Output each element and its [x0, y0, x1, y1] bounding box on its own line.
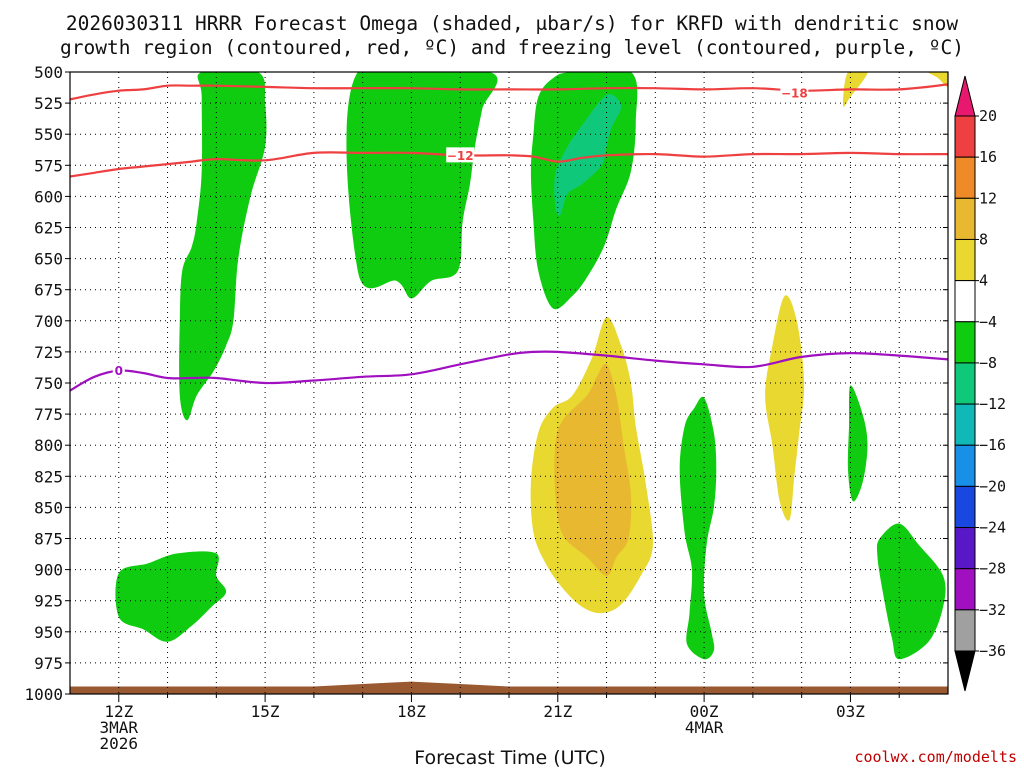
- y-tick-label: 900: [34, 561, 63, 580]
- credit-text: coolwx.com/modelts: [854, 748, 1017, 766]
- colorbar-tick-label: −28: [979, 560, 1006, 578]
- x-tick-label: 18Z: [397, 702, 426, 721]
- omega-green-region: [679, 396, 717, 660]
- x-tick-label: 21Z: [543, 702, 572, 721]
- colorbar-tick-label: −16: [979, 436, 1006, 454]
- contour-label: −12: [447, 149, 474, 163]
- y-tick-label: 525: [34, 94, 63, 113]
- omega-yellow-region: [765, 295, 805, 521]
- colorbar-segment: [954, 527, 976, 570]
- y-tick-label: 700: [34, 312, 63, 331]
- colorbar-tick-label: −32: [979, 601, 1006, 619]
- x-tick-label: 12Z: [104, 702, 133, 721]
- colorbar-segment: [954, 403, 976, 446]
- y-tick-label: 575: [34, 156, 63, 175]
- chart-title-line1: 2026030311 HRRR Forecast Omega (shaded, …: [66, 12, 958, 35]
- x-tick-label: 15Z: [251, 702, 280, 721]
- colorbar-segment: [954, 238, 976, 282]
- x-tick-label: 00Z: [690, 702, 719, 721]
- colorbar-segment: [954, 485, 976, 529]
- colorbar-tick-label: 16: [979, 148, 997, 166]
- omega-green-region: [115, 551, 227, 642]
- freezing-level-contour-0: [70, 350, 948, 392]
- x-tick-label: 3MAR: [100, 718, 139, 737]
- y-tick-label: 775: [34, 405, 63, 424]
- y-tick-label: 950: [34, 623, 63, 642]
- colorbar-tick-label: −20: [979, 477, 1006, 495]
- colorbar-top-triangle: [954, 75, 976, 117]
- x-axis-title: Forecast Time (UTC): [414, 747, 605, 768]
- y-tick-label: 625: [34, 219, 63, 238]
- omega-green-region: [346, 72, 498, 299]
- y-tick-label: 650: [34, 250, 63, 269]
- y-tick-label: 675: [34, 281, 63, 300]
- y-tick-label: 550: [34, 125, 63, 144]
- y-tick-label: 500: [34, 63, 63, 82]
- colorbar-segment: [954, 156, 976, 199]
- colorbar-tick-label: −8: [979, 354, 997, 372]
- colorbar-tick-label: 4: [979, 272, 988, 290]
- omega-orange-region: [554, 363, 632, 576]
- colorbar-segment: [954, 444, 976, 487]
- colorbar-tick-label: 20: [979, 107, 997, 125]
- y-tick-label: 800: [34, 436, 63, 455]
- contour-label-background: [112, 362, 125, 378]
- contour-label-background: [446, 147, 475, 163]
- colorbar-segment: [954, 321, 976, 364]
- contour-label-background: [780, 85, 809, 101]
- colorbar-tick-label: 12: [979, 189, 997, 207]
- colorbar-tick-label: −4: [979, 313, 997, 331]
- colorbar-tick-label: 8: [979, 230, 988, 248]
- colorbar-segment: [954, 362, 976, 405]
- y-tick-label: 875: [34, 530, 63, 549]
- colorbar-tick-label: −12: [979, 395, 1006, 413]
- x-tick-label: 03Z: [836, 702, 865, 721]
- x-tick-label: 2026: [100, 734, 139, 753]
- contour-label: −18: [781, 87, 808, 101]
- omega-green-region: [847, 385, 868, 502]
- chart-title-line2: growth region (contoured, red, ºC) and f…: [60, 36, 964, 59]
- dgz-contour-minus18: [70, 83, 948, 101]
- colorbar-segment: [954, 609, 976, 652]
- y-tick-label: 975: [34, 654, 63, 673]
- omega-green-region: [530, 72, 638, 310]
- colorbar-segment: [954, 568, 976, 611]
- omega-green-region: [179, 72, 267, 421]
- y-tick-label: 600: [34, 187, 63, 206]
- y-tick-label: 750: [34, 374, 63, 393]
- y-tick-label: 725: [34, 343, 63, 362]
- dgz-contour-minus12: [70, 151, 948, 178]
- colorbar-tick-label: −24: [979, 519, 1006, 537]
- omega-green-region: [876, 523, 946, 660]
- colorbar-segment: [954, 197, 976, 240]
- colorbar-segment: [954, 280, 976, 323]
- x-tick-label: 4MAR: [685, 718, 724, 737]
- omega-teal-region: [554, 93, 622, 216]
- y-tick-label: 825: [34, 467, 63, 486]
- y-tick-label: 850: [34, 498, 63, 517]
- y-tick-label: 925: [34, 592, 63, 611]
- colorbar-bottom-triangle: [954, 650, 976, 692]
- contour-label: 0: [115, 364, 123, 378]
- colorbar-segment: [954, 115, 976, 158]
- colorbar-tick-label: −36: [979, 642, 1006, 660]
- omega-yellow-region: [928, 72, 948, 87]
- y-tick-label: 1000: [24, 685, 63, 704]
